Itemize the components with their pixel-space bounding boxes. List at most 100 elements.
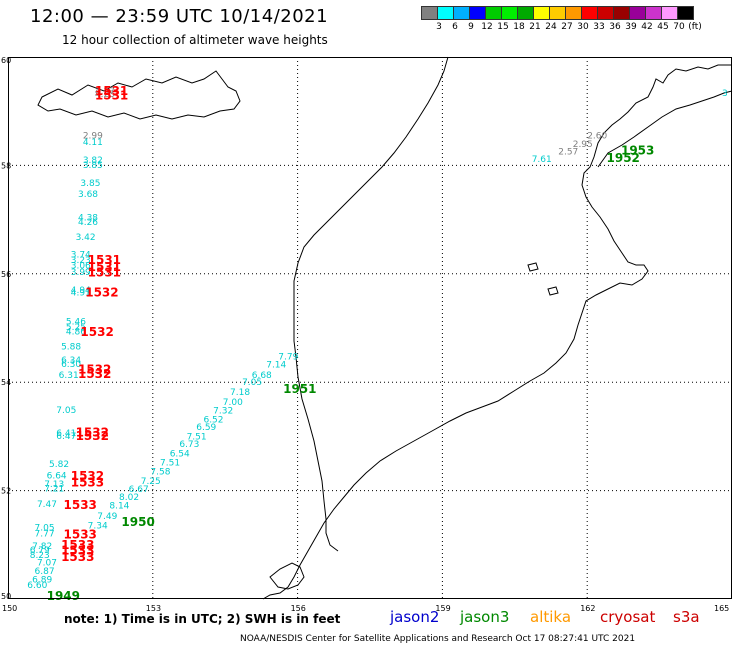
wave-height-value: 6.30 xyxy=(61,360,81,370)
scale-swatch xyxy=(581,6,598,20)
scale-swatch xyxy=(469,6,486,20)
pass-time: 1950 xyxy=(121,515,154,529)
map-panel[interactable]: 60 58 56 54 52 50 150 153 156 159 162 165 4.27 4.25 2… xyxy=(1,56,733,613)
island-small-2 xyxy=(547,286,559,296)
scale-swatch xyxy=(613,6,630,20)
wave-height-value: 6.64 xyxy=(47,472,67,482)
wave-height-value: 3.23 xyxy=(71,256,91,266)
scale-swatch xyxy=(677,6,694,20)
lat-tick-label: 58 xyxy=(1,161,11,170)
pass-time: 1953 xyxy=(621,144,654,158)
scale-label: 24 xyxy=(545,22,557,32)
map-svg[interactable]: 60 58 56 54 52 50 150 153 156 159 162 165 4.274.25 2… xyxy=(1,56,733,613)
scale-swatch xyxy=(597,6,614,20)
map-frame xyxy=(8,57,732,599)
scale-swatch xyxy=(501,6,518,20)
peninsula-ne xyxy=(597,90,733,168)
pass-time: 1532 xyxy=(85,286,118,300)
pass-time: 1532 xyxy=(76,425,109,439)
wave-height-value: 4.11 xyxy=(83,138,103,148)
wave-height-value: 6.73 xyxy=(179,440,199,450)
wave-height-value: 2.99 xyxy=(83,131,103,141)
lat-tick-label: 54 xyxy=(1,378,11,387)
pass-time: 1532 xyxy=(76,429,109,443)
mainland-coast xyxy=(262,64,732,600)
scale-label: 21 xyxy=(529,22,541,32)
wave-height-value: 3.85 xyxy=(83,161,103,171)
wave-height-value: 4.91 xyxy=(71,288,91,298)
wave-height-value: 6.47 xyxy=(56,432,76,442)
scale-label: 9 xyxy=(468,22,474,32)
color-scale xyxy=(421,6,694,20)
wave-height-value: 8.14 xyxy=(109,501,129,511)
lon-tick-label: 159 xyxy=(435,604,450,613)
color-scale-labels: 3 6 9 12 15 18 21 24 27 30 33 36 39 42 45 70 (ft) xyxy=(422,22,740,34)
pass-time: 1532 xyxy=(78,367,111,381)
wave-height-value: 7.00 xyxy=(223,398,243,408)
wave-height-value: 3.68 xyxy=(78,190,98,200)
scale-swatch xyxy=(453,6,470,20)
lat-tick-label: 52 xyxy=(1,487,11,496)
wave-height-value: 7.58 xyxy=(150,467,170,477)
wave-height-value: 2.95 xyxy=(573,140,593,150)
wave-height-value: 3.99 xyxy=(71,268,91,278)
lon-tick-label: 153 xyxy=(146,604,161,613)
scale-swatch xyxy=(629,6,646,20)
pass-time: 1532 xyxy=(71,469,104,483)
pass-time: 1532 xyxy=(80,325,113,339)
wave-height-value: 8.02 xyxy=(119,493,139,503)
pass-time: 1533 xyxy=(61,544,94,558)
wave-height-value: 7.51 xyxy=(160,459,180,469)
scale-label: (ft) xyxy=(688,22,702,32)
pass-time: 1531 xyxy=(88,253,121,267)
wave-height-value: 7.34 xyxy=(88,522,108,532)
wave-height-value: 7.61 xyxy=(532,155,552,165)
pass-time: 1533 xyxy=(71,475,104,489)
scale-label: 39 xyxy=(625,22,637,32)
wave-height-value: 6.60 xyxy=(27,581,47,591)
wave-height-value: 6.68 xyxy=(252,371,272,381)
map-title: 12:00 — 23:59 UTC 10/14/2021 xyxy=(30,6,329,27)
wave-height-value: 6.67 xyxy=(129,485,149,495)
wave-height-value: 7.05 xyxy=(35,524,55,534)
scale-label: 36 xyxy=(609,22,621,32)
scale-swatch xyxy=(661,6,678,20)
island-small-1 xyxy=(527,262,539,272)
wave-height-value: 7.18 xyxy=(230,388,250,398)
pass-time: 1532 xyxy=(78,363,111,377)
scale-label: 42 xyxy=(641,22,653,32)
scale-swatch xyxy=(517,6,534,20)
wave-height-value: 7.51 xyxy=(187,433,207,443)
wave-height-value: 8.23 xyxy=(30,551,50,561)
scale-label: 3 xyxy=(436,22,442,32)
wave-height-observations: 4.274.252.994.113.823.853.853.684.384.26… xyxy=(27,87,727,591)
pass-time: 1531 xyxy=(95,88,128,102)
wave-height-value: 3.42 xyxy=(76,233,96,243)
wave-height-value: 3.74 xyxy=(71,251,91,261)
legend-altika: altika xyxy=(530,608,572,626)
wave-height-value: 7.07 xyxy=(37,558,57,568)
scale-swatch xyxy=(533,6,550,20)
pass-time: 1533 xyxy=(61,550,94,564)
scale-swatch xyxy=(645,6,662,20)
pass-time: 1531 xyxy=(88,266,121,280)
legend-cryosat: cryosat xyxy=(600,608,656,626)
wave-height-value: 6.79 xyxy=(30,546,50,556)
scale-swatch xyxy=(549,6,566,20)
wave-height-value: 4.38 xyxy=(78,214,98,224)
wave-height-value: 5.82 xyxy=(49,460,69,470)
wave-height-value: 2.60 xyxy=(587,131,607,141)
wave-height-value: 7.21 xyxy=(44,485,64,495)
wave-height-value: 7.32 xyxy=(213,407,233,417)
lat-lon-grid xyxy=(8,57,732,599)
lon-tick-label: 162 xyxy=(580,604,595,613)
legend-jason3: jason3 xyxy=(460,608,510,626)
footnote: note: 1) Time is in UTC; 2) SWH is in fe… xyxy=(64,612,341,626)
lat-tick-label: 56 xyxy=(1,270,11,279)
pass-time: 1531 xyxy=(95,84,128,98)
wave-height-value: 6.41 xyxy=(56,429,76,439)
wave-height-value: 7.05 xyxy=(242,378,262,388)
wave-height-value: 6.31 xyxy=(59,371,79,381)
wave-height-value: 7.47 xyxy=(37,500,57,510)
wave-height-value: 4.86 xyxy=(66,328,86,338)
